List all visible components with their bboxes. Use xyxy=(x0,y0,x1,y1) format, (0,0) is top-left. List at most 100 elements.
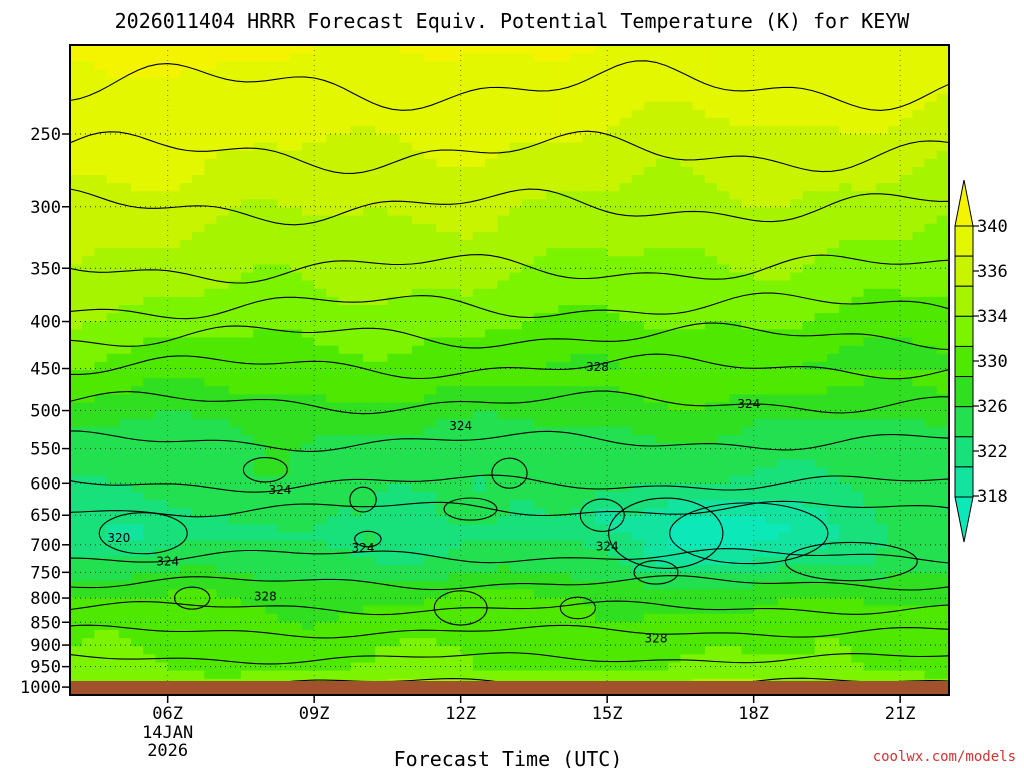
contour-cell xyxy=(118,126,132,135)
contour-cell xyxy=(326,418,340,428)
contour-cell xyxy=(314,110,327,119)
contour-cell xyxy=(717,45,730,54)
contour-cell xyxy=(472,118,486,127)
contour-cell xyxy=(424,459,437,469)
contour-cell xyxy=(436,61,450,70)
contour-cell xyxy=(741,443,755,452)
contour-cell xyxy=(216,386,230,395)
contour-cell xyxy=(668,272,682,282)
contour-cell xyxy=(558,53,572,62)
contour-cell xyxy=(106,215,120,225)
contour-cell xyxy=(753,613,767,623)
contour-cell xyxy=(216,638,230,647)
contour-cell xyxy=(448,118,462,127)
contour-cell xyxy=(265,264,279,274)
contour-cell xyxy=(631,613,645,623)
contour-cell xyxy=(70,589,83,599)
contour-cell xyxy=(472,378,486,387)
contour-cell xyxy=(570,77,584,87)
contour-cell xyxy=(167,638,181,647)
contour-cell xyxy=(411,101,425,111)
contour-cell xyxy=(814,581,828,590)
contour-cell xyxy=(216,621,230,631)
contour-cell xyxy=(338,183,352,192)
contour-cell xyxy=(594,296,608,306)
contour-cell xyxy=(558,305,572,314)
contour-cell xyxy=(802,556,816,566)
contour-cell xyxy=(570,394,584,404)
contour-cell xyxy=(521,93,535,103)
contour-cell xyxy=(570,532,584,542)
contour-cell xyxy=(460,581,474,590)
contour-cell xyxy=(717,451,730,460)
contour-cell xyxy=(460,134,474,144)
contour-cell xyxy=(375,199,389,209)
contour-cell xyxy=(778,573,791,582)
contour-cell xyxy=(448,337,462,347)
contour-cell xyxy=(448,435,462,444)
contour-cell xyxy=(82,272,96,282)
contour-cell xyxy=(82,638,96,647)
contour-cell xyxy=(289,378,303,387)
contour-cell xyxy=(399,573,413,582)
contour-cell xyxy=(192,459,205,469)
contour-cell xyxy=(179,670,193,680)
contour-cell xyxy=(277,53,291,62)
contour-cell xyxy=(387,256,401,265)
contour-cell xyxy=(729,329,743,339)
contour-cell xyxy=(106,597,120,607)
contour-cell xyxy=(826,134,840,144)
contour-cell xyxy=(509,508,523,517)
contour-cell xyxy=(680,597,694,607)
contour-cell xyxy=(521,288,535,298)
contour-cell xyxy=(240,435,254,444)
contour-cell xyxy=(167,150,181,160)
contour-cell xyxy=(729,508,743,517)
contour-cell xyxy=(692,110,706,119)
contour-cell xyxy=(729,491,743,501)
contour-cell xyxy=(253,345,266,355)
contour-cell xyxy=(240,101,254,111)
contour-cell xyxy=(350,516,364,525)
contour-cell xyxy=(704,101,718,111)
contour-cell xyxy=(619,556,633,566)
contour-cell xyxy=(118,329,132,339)
contour-cell xyxy=(619,386,633,395)
contour-cell xyxy=(802,589,816,599)
contour-cell xyxy=(289,61,303,70)
contour-cell xyxy=(448,345,462,355)
contour-cell xyxy=(790,199,804,209)
contour-cell xyxy=(155,662,169,672)
contour-cell xyxy=(704,345,718,355)
contour-cell xyxy=(497,451,511,460)
contour-cell xyxy=(131,85,144,95)
contour-cell xyxy=(582,207,596,217)
contour-cell xyxy=(582,435,596,444)
contour-cell xyxy=(656,45,669,54)
contour-cell xyxy=(387,93,401,103)
contour-cell xyxy=(350,53,364,62)
contour-cell xyxy=(680,548,694,558)
contour-cell xyxy=(741,329,755,339)
contour-cell xyxy=(240,118,254,127)
contour-cell xyxy=(497,207,511,217)
contour-cell xyxy=(802,175,816,184)
contour-cell xyxy=(424,370,437,379)
contour-cell xyxy=(326,231,340,241)
contour-cell xyxy=(204,223,218,233)
contour-cell xyxy=(277,45,291,54)
contour-cell xyxy=(363,459,376,469)
contour-cell xyxy=(228,467,242,477)
contour-cell xyxy=(411,638,425,647)
contour-cell xyxy=(729,183,743,192)
contour-cell xyxy=(436,231,450,241)
contour-cell xyxy=(118,101,132,111)
contour-cell xyxy=(228,288,242,298)
contour-cell xyxy=(533,435,547,444)
contour-cell xyxy=(594,451,608,460)
contour-cell xyxy=(167,296,181,306)
contour-cell xyxy=(387,134,401,144)
contour-cell xyxy=(192,175,205,184)
contour-cell xyxy=(485,370,498,379)
contour-cell xyxy=(350,272,364,282)
